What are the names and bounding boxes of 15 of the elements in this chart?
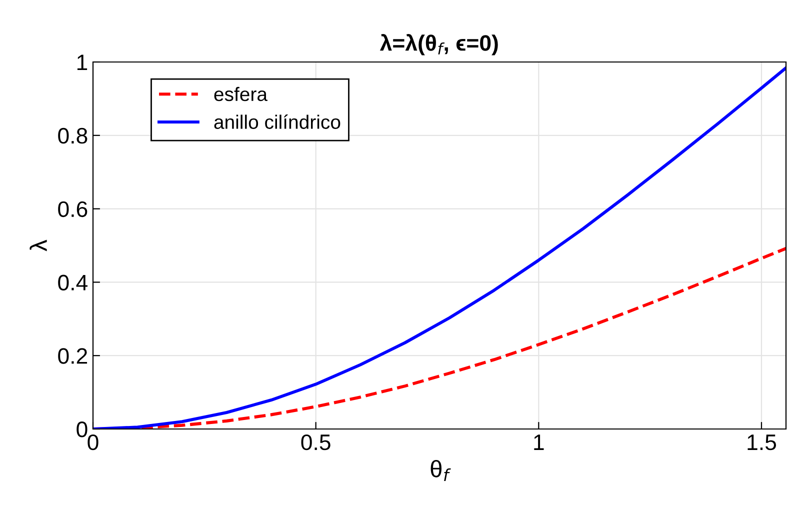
y-tick-label: 0.4 [58,274,88,290]
y-tick-label: 1 [77,54,88,70]
x-tick-label: 0.5 [301,434,330,450]
y-tick-label: 0.6 [58,201,88,218]
x-tick-label: 1 [534,434,544,450]
y-tick-label: 0.8 [58,128,88,144]
y-axis-title: λ [30,240,47,252]
x-tick-label: 0 [88,434,98,450]
x-tick-label: 1.5 [748,434,776,450]
y-tick-label: 0 [76,422,88,438]
chart-title: λ=λ(θ$_{f}$, ϵ=0) [380,34,498,56]
legend-label: esfera [214,86,268,102]
legend-label: anillo cilíndrico [214,114,340,129]
x-axis-title: θ$_{f}$ [430,460,451,481]
y-tick-label: 0.2 [58,348,88,364]
